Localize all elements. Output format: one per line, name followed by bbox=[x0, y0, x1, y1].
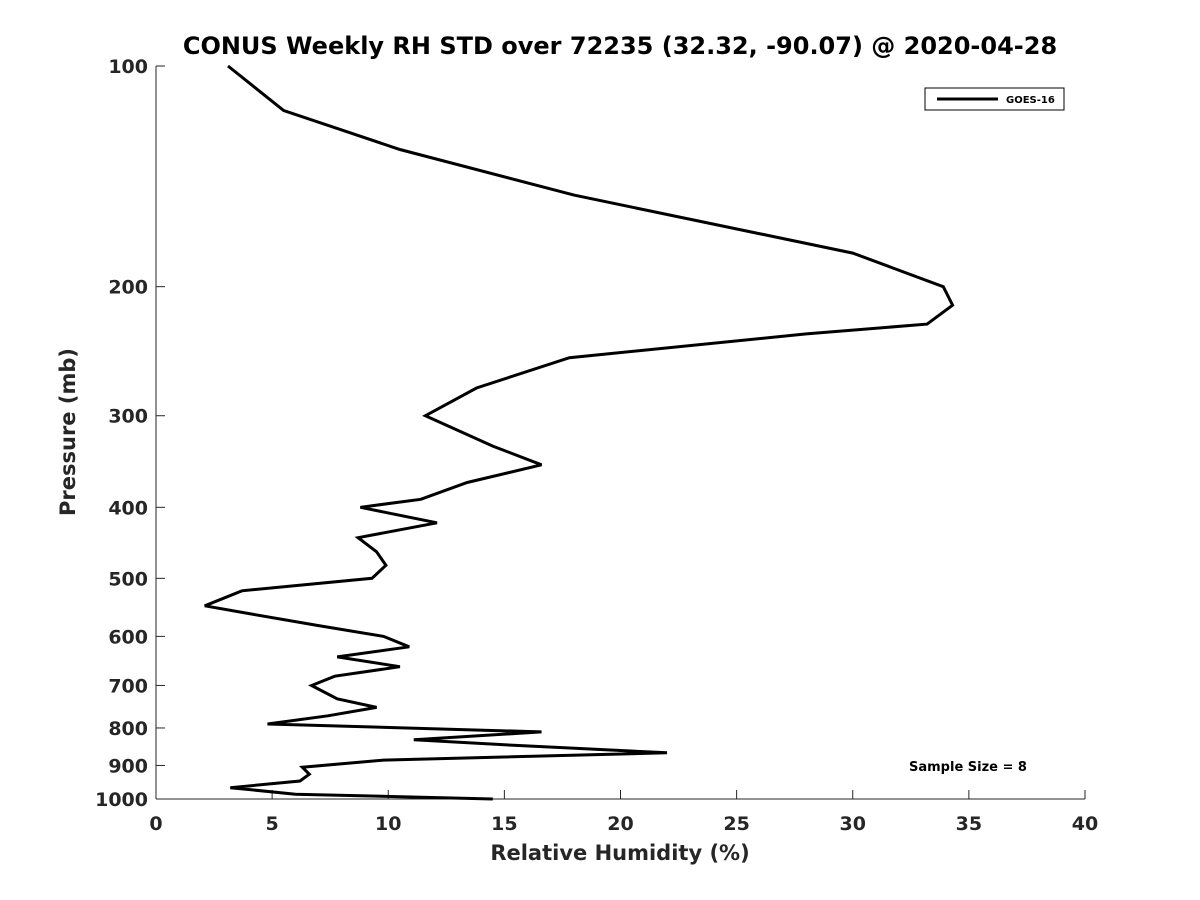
x-tick-label: 15 bbox=[491, 813, 517, 835]
x-axis-ticks: 0 5 10 15 20 25 30 35 40 bbox=[149, 790, 1098, 835]
y-axis-label: Pressure (mb) bbox=[56, 348, 80, 516]
y-tick-label: 800 bbox=[108, 718, 148, 740]
legend: GOES-16 bbox=[924, 87, 1065, 111]
chart-title: CONUS Weekly RH STD over 72235 (32.32, -… bbox=[183, 32, 1057, 60]
y-axis-ticks: 100 200 300 400 500 600 700 800 900 1000 bbox=[95, 56, 165, 811]
y-tick-label: 200 bbox=[108, 277, 148, 299]
y-tick-label: 600 bbox=[108, 626, 148, 648]
y-tick-label: 400 bbox=[108, 497, 148, 519]
y-tick-label: 300 bbox=[108, 406, 148, 428]
y-tick-label: 900 bbox=[108, 755, 148, 777]
plot-axes bbox=[155, 66, 1085, 800]
sample-size-annotation: Sample Size = 8 bbox=[909, 760, 1027, 775]
x-tick-label: 25 bbox=[723, 813, 749, 835]
x-tick-label: 20 bbox=[607, 813, 633, 835]
legend-label-goes-16: GOES-16 bbox=[1006, 95, 1055, 106]
x-tick-label: 5 bbox=[266, 813, 279, 835]
x-tick-label: 0 bbox=[149, 813, 162, 835]
x-tick-label: 35 bbox=[956, 813, 982, 835]
y-tick-label: 1000 bbox=[95, 789, 148, 811]
x-axis-label: Relative Humidity (%) bbox=[490, 841, 749, 865]
series-line-goes-16 bbox=[204, 64, 955, 801]
y-tick-label: 700 bbox=[108, 675, 148, 697]
y-tick-label: 500 bbox=[108, 568, 148, 590]
y-tick-label: 100 bbox=[108, 56, 148, 78]
x-tick-label: 40 bbox=[1072, 813, 1098, 835]
x-tick-label: 30 bbox=[840, 813, 866, 835]
series-layer bbox=[204, 64, 955, 801]
x-tick-label: 10 bbox=[375, 813, 401, 835]
